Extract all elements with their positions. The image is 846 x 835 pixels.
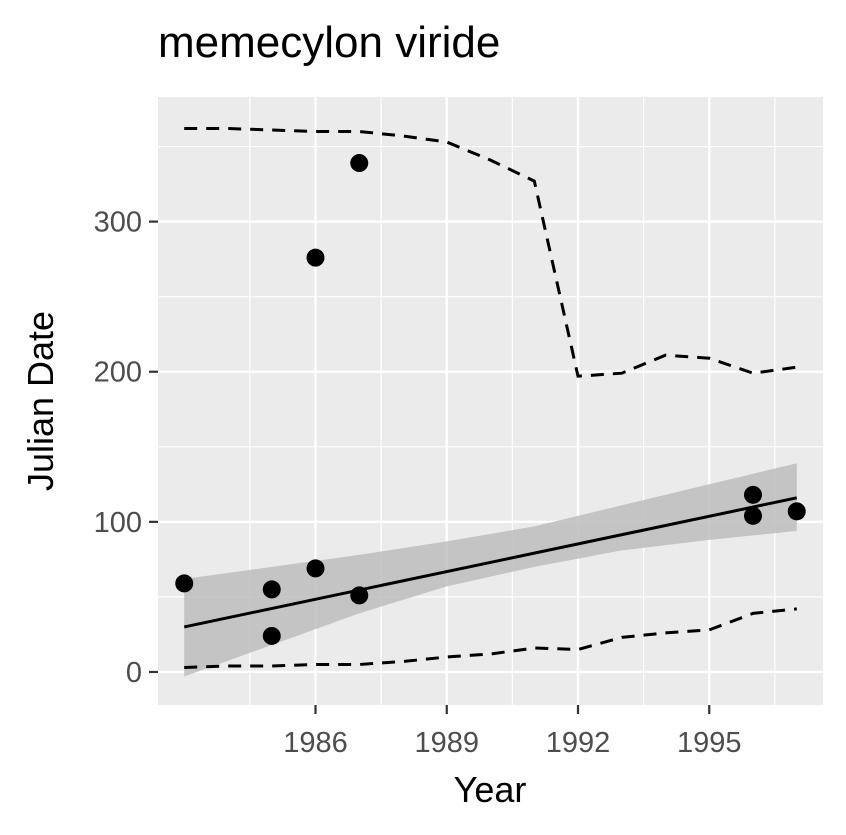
data-point (744, 485, 762, 504)
confidence-band-layer (184, 463, 797, 677)
x-tick-label: 1995 (677, 727, 742, 759)
y-tick-label: 0 (126, 657, 142, 689)
x-tick-label: 1986 (283, 727, 348, 759)
data-point (744, 506, 762, 525)
y-axis: 0 100 200 300 (94, 207, 158, 689)
data-point (306, 248, 325, 267)
data-point (175, 574, 194, 593)
y-tick-label: 200 (94, 357, 142, 389)
data-point (787, 502, 806, 521)
quantile-lines-layer (184, 127, 798, 669)
x-axis-title: Year (454, 769, 527, 810)
trend-line (183, 496, 798, 629)
data-points-layer (175, 154, 806, 645)
trend-line-layer (183, 496, 798, 629)
data-point (350, 154, 369, 173)
lower-quantile-line (184, 607, 797, 669)
data-point (262, 626, 281, 645)
confidence-band (184, 463, 797, 677)
chart-title: memecylon viride (158, 18, 501, 67)
y-axis-title: Julian Date (20, 311, 61, 491)
minor-gridlines (158, 97, 823, 705)
x-tick-label: 1989 (414, 727, 479, 759)
y-tick-label: 100 (94, 507, 142, 539)
upper-quantile-line (184, 127, 798, 378)
x-axis: 1986 1989 1992 1995 (283, 705, 742, 759)
data-point (350, 586, 369, 605)
x-tick-label: 1992 (546, 727, 611, 759)
y-tick-label: 300 (94, 207, 142, 239)
data-point (306, 559, 325, 578)
data-point (262, 580, 281, 599)
